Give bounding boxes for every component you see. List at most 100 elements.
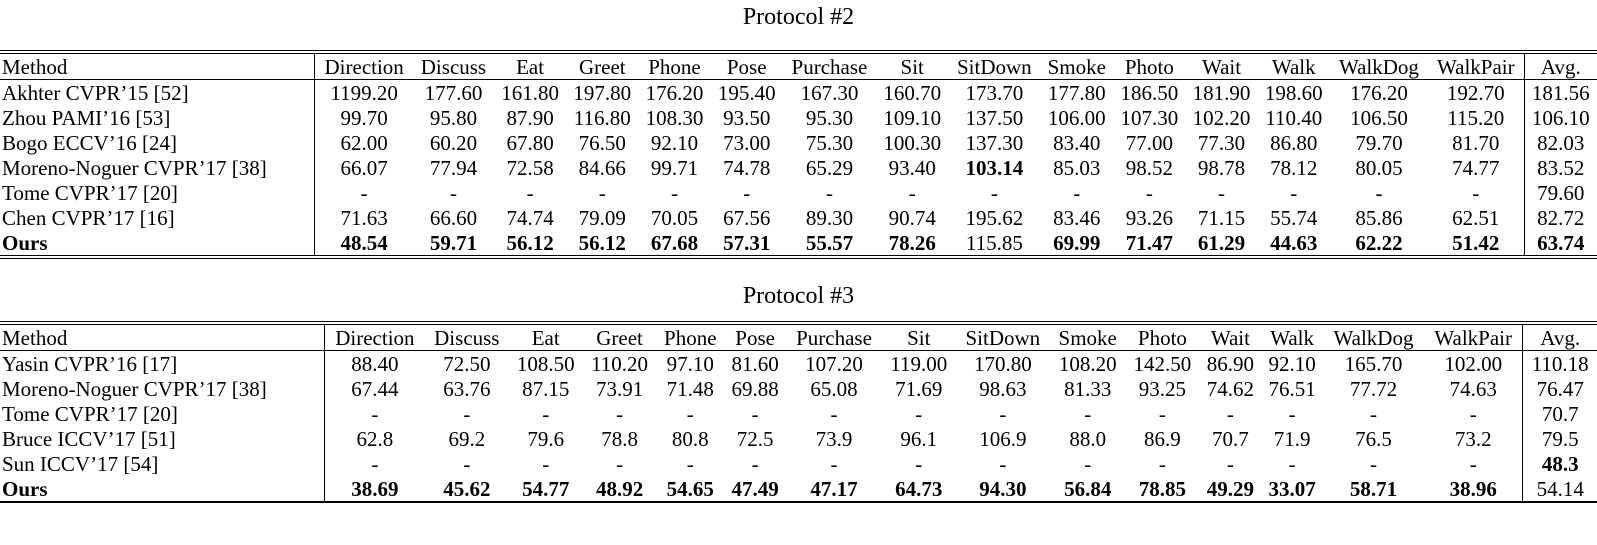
value-cell: 63.74	[1523, 230, 1597, 257]
header-cell: Direction	[324, 323, 426, 351]
value-cell: 176.20	[645, 80, 704, 105]
value-cell: 142.50	[1133, 351, 1192, 376]
header-cell: Smoke	[1050, 323, 1126, 351]
value-cell: -	[915, 451, 923, 476]
value-cell: 73.2	[1454, 426, 1492, 451]
value-cell: 79.70	[1355, 130, 1403, 155]
value-cell: 76.51	[1268, 376, 1316, 401]
table-row: Ours 38.69 45.62 54.77 48.92 54.65 47.49 47.17 6…	[0, 476, 1597, 502]
value-cell: 45.62	[443, 476, 491, 501]
header-cell: Pose	[724, 323, 786, 351]
value-cell: 76.5	[1355, 426, 1392, 451]
table-row: Moreno-Noguer CVPR’17 [38] 67.44 63.76 87.1…	[0, 376, 1597, 401]
value-cell: 167.30	[800, 80, 859, 105]
value-cell: 102.00	[1444, 351, 1503, 376]
value-cell: -	[830, 451, 838, 476]
value-cell: -	[371, 401, 379, 426]
value-cell: 58.71	[1349, 476, 1398, 501]
value-cell: -	[360, 180, 368, 205]
value-cell: 87.90	[506, 105, 554, 130]
header-cell: Eat	[493, 52, 567, 80]
header-cell: Discuss	[412, 52, 494, 80]
value-cell: 93.26	[1125, 205, 1173, 230]
value-cell: 86.80	[1270, 130, 1318, 155]
value-cell: 69.99	[1053, 230, 1101, 255]
table-row: Chen CVPR’17 [16] 71.63 66.60 74.74 79.09 70.…	[0, 205, 1597, 230]
table-row: Yasin CVPR’16 [17] 88.40 72.50 108.50 110.20…	[0, 350, 1597, 376]
value-cell: -	[908, 180, 916, 205]
value-cell: 67.56	[723, 205, 771, 230]
value-cell: 65.29	[805, 155, 854, 180]
value-cell: 88.40	[351, 351, 399, 376]
value-cell: 69.2	[448, 426, 486, 451]
value-cell: 98.52	[1125, 155, 1173, 180]
value-cell: 85.03	[1053, 155, 1101, 180]
value-cell: -	[1226, 451, 1234, 476]
value-cell: 79.09	[578, 205, 626, 230]
value-cell: 115.20	[1447, 105, 1505, 130]
value-cell: 106.10	[1523, 105, 1597, 130]
header-cell: Sit	[876, 52, 949, 80]
value-cell: 119.00	[890, 351, 948, 376]
value-cell: -	[1084, 401, 1092, 426]
value-cell: -	[1290, 180, 1298, 205]
value-cell: 70.7	[1522, 401, 1597, 426]
value-cell: 48.54	[340, 230, 388, 255]
value-cell: -	[1469, 401, 1477, 426]
value-cell: 33.07	[1268, 476, 1316, 501]
value-cell: -	[686, 451, 694, 476]
value-cell: 78.85	[1138, 476, 1187, 501]
value-cell: -	[598, 180, 606, 205]
header-cell: Greet	[582, 323, 657, 351]
value-cell: 77.00	[1125, 130, 1173, 155]
method-cell: Sun ICCV’17 [54]	[0, 451, 325, 476]
value-cell: 137.50	[965, 105, 1024, 130]
value-cell: 116.80	[573, 105, 631, 130]
header-cell: Walk	[1261, 323, 1323, 351]
value-cell: 170.80	[973, 351, 1032, 376]
value-cell: 81.70	[1452, 130, 1500, 155]
value-cell: 1199.20	[330, 80, 398, 105]
header-cell: WalkDog	[1322, 323, 1425, 351]
value-cell: 96.1	[900, 426, 938, 451]
value-cell: 197.80	[573, 80, 632, 105]
value-cell: 62.8	[356, 426, 394, 451]
value-cell: 55.74	[1270, 205, 1318, 230]
value-cell: 177.60	[424, 80, 483, 105]
value-cell: 95.80	[429, 105, 478, 130]
value-cell: 74.77	[1452, 155, 1500, 180]
header-row: Method Direction Discuss Eat Greet Phone Pose P…	[0, 323, 1597, 351]
value-cell: -	[686, 401, 694, 426]
results-table: Method Direction Discuss Eat Greet Phone Pose P…	[0, 50, 1597, 259]
value-cell: 102.20	[1192, 105, 1251, 130]
value-cell: 74.62	[1206, 376, 1255, 401]
value-cell: -	[751, 451, 759, 476]
value-cell: 99.71	[650, 155, 699, 180]
value-cell: -	[616, 401, 624, 426]
value-cell: 67.68	[650, 230, 699, 255]
value-cell: 115.85	[965, 230, 1023, 255]
value-cell: 109.10	[883, 105, 942, 130]
value-cell: 92.10	[1268, 351, 1316, 376]
value-cell: 64.73	[895, 476, 943, 501]
table-row: Akhter CVPR’15 [52] 1199.20 177.60 161.80 19…	[0, 79, 1597, 105]
value-cell: 55.57	[805, 230, 854, 255]
value-cell: -	[990, 180, 998, 205]
value-cell: -	[449, 180, 457, 205]
value-cell: 79.60	[1523, 180, 1597, 205]
value-cell: 62.51	[1452, 205, 1500, 230]
value-cell: 98.63	[979, 376, 1027, 401]
header-cell: Walk	[1257, 52, 1330, 80]
value-cell: -	[542, 451, 550, 476]
method-cell: Bogo ECCV’16 [24]	[0, 130, 316, 155]
value-cell: 103.14	[965, 155, 1024, 180]
value-cell: 71.63	[340, 205, 388, 230]
value-cell: 70.05	[650, 205, 699, 230]
header-cell: WalkPair	[1428, 52, 1525, 80]
table-row: Tome CVPR’17 [20] - - - - - - - - - - - - - - - 79.60	[0, 180, 1597, 205]
value-cell: -	[825, 180, 833, 205]
value-cell: 73.91	[595, 376, 644, 401]
header-cell: Eat	[508, 323, 583, 351]
value-cell: 83.40	[1053, 130, 1101, 155]
